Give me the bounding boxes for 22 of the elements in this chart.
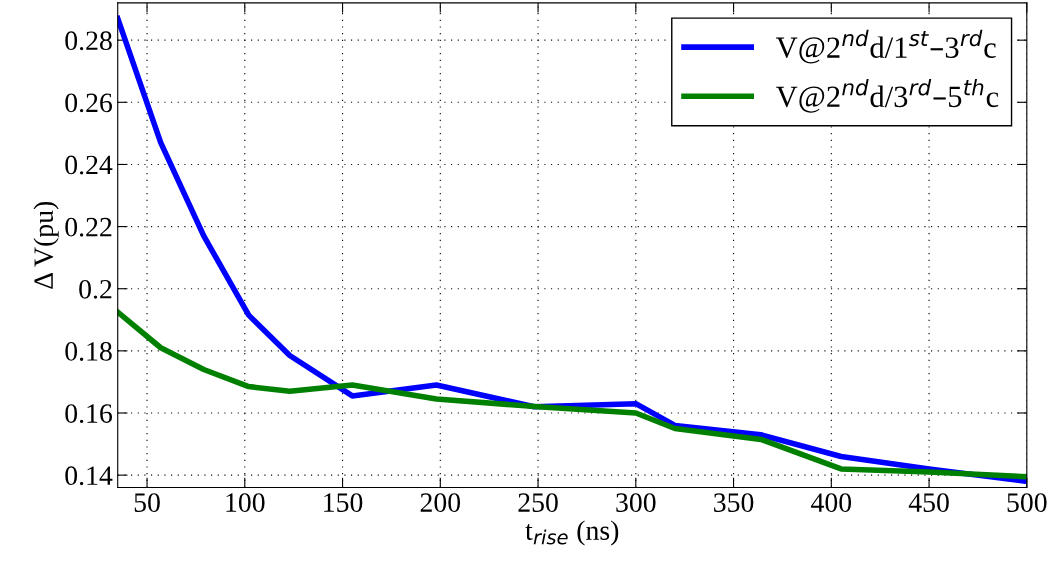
x-tick-label: 500	[1007, 493, 1047, 512]
x-tick-label: 50	[134, 493, 160, 512]
x-tick-label: 100	[226, 493, 265, 512]
y-tick-label: 0.22	[65, 217, 112, 237]
x-axis-title: t$_{rise}$ (ns)	[525, 520, 619, 546]
y-tick-label: 0.18	[65, 342, 112, 361]
y-tick-label: 0.16	[65, 404, 113, 424]
y-tick-label: 0.24	[65, 155, 113, 175]
y-tick-label: 0.2	[79, 279, 112, 299]
legend-label: V@2$^{nd}$d/1$^{st}$–3$^{rd}$c	[776, 29, 996, 64]
y-tick-label: 0.14	[65, 466, 113, 486]
y-tick-label: 0.28	[65, 31, 112, 51]
legend-label: V@2$^{nd}$d/3$^{rd}$–5$^{th}$c	[776, 78, 999, 113]
y-axis-title: Δ V(pu)	[33, 201, 59, 289]
y-tick-label: 0.26	[65, 93, 113, 113]
x-tick-label: 200	[420, 493, 461, 512]
x-tick-label: 400	[811, 493, 852, 512]
x-tick-label: 350	[714, 493, 754, 512]
x-tick-label: 150	[324, 493, 363, 512]
x-tick-label: 250	[518, 493, 558, 512]
x-tick-label: 300	[616, 493, 656, 512]
x-tick-label: 450	[908, 493, 949, 512]
